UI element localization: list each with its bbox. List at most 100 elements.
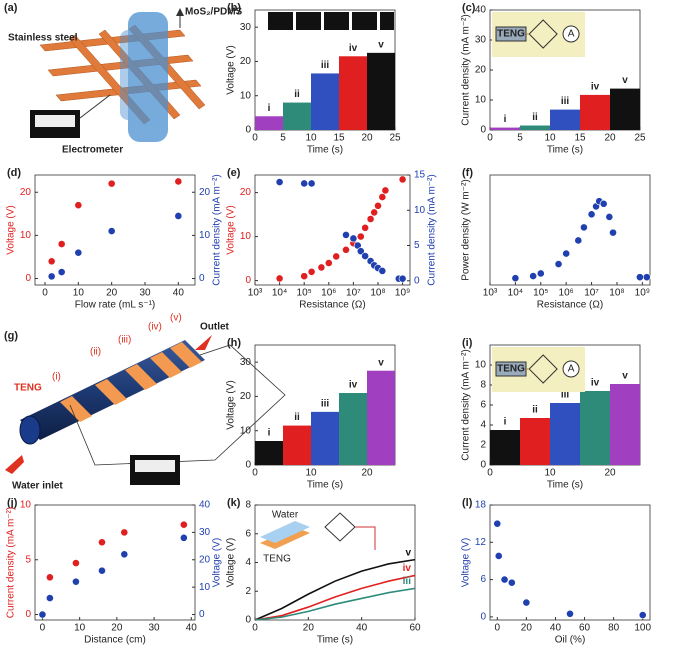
inset-label: A [568,364,575,375]
y-axis-label: Power density (W m⁻²) [461,179,472,280]
point [493,519,502,528]
point [587,210,596,219]
label: (v) [170,313,182,324]
x-tick-label: 60 [409,623,421,634]
x-tick-label: 10⁹ [395,288,410,299]
y-tick-label: 20 [20,187,32,198]
segment [283,425,311,465]
segment-label: iii [321,398,330,409]
panel-label: (f) [462,167,473,179]
x-tick-label: 0 [252,623,258,634]
y-tick-label: 2 [245,586,251,597]
point [566,609,574,618]
segment-label: i [504,114,507,125]
point [370,208,379,217]
point [536,269,545,278]
panel-label: (a) [4,2,18,14]
point [57,240,66,248]
segment [339,393,367,465]
diagram-a: (a) MoS₂/PDMS Stainless steel Electromet… [4,2,243,156]
x-axis-label: Time (s) [307,480,343,491]
panel-label: (k) [227,497,241,509]
point [179,520,188,529]
segment [367,370,395,465]
x-tick-label: 10³ [248,288,263,299]
x-tick-label: 0 [40,623,46,634]
x-tick-label: 0 [494,623,500,634]
segment-label: ii [532,112,538,123]
segment [520,418,550,465]
y-tick-label: 4 [480,420,486,431]
y2-axis-label: Voltage (V) [212,538,223,587]
x-tick-label: 10³ [483,288,498,299]
y-axis-label: Current density (mA m⁻²) [461,349,472,460]
x-tick-label: 0 [487,133,493,144]
x-axis-label: Time (s) [547,145,583,156]
label: (i) [52,372,61,383]
x-tick-label: 25 [389,133,401,144]
x-tick-label: 10⁹ [635,288,650,299]
y2-axis-label: Current density (mA m⁻²) [212,174,223,285]
x-tick-label: 20 [361,468,373,479]
x-tick-label: 10⁶ [321,288,336,299]
segment [339,56,367,130]
label: (iii) [118,335,131,346]
x-tick-label: 10 [73,288,85,299]
point [374,201,382,210]
point [72,577,80,586]
y-tick-label: 0 [480,460,486,471]
y-tick-label: 0 [245,275,251,286]
x-tick-label: 0 [487,468,493,479]
inset-water [260,521,310,543]
series-label: v [405,547,411,558]
panel-label: (h) [227,337,241,349]
plot-frame [34,504,196,621]
point [356,247,365,256]
bridge [528,19,558,49]
y-tick-label: 30 [240,357,252,368]
panel-label: (b) [227,2,241,14]
point [366,215,375,223]
panel-label: (d) [7,167,21,179]
point [342,231,350,239]
y-tick-label: 20 [240,56,252,67]
x-tick-label: 10 [544,468,556,479]
series-label: iii [403,576,412,587]
x-tick-label: 10⁵ [297,288,312,299]
y-axis-label: Current density (mA m⁻²) [461,14,472,125]
label: Water inlet [12,481,63,492]
x-tick-label: 10⁴ [272,288,287,299]
point [609,228,617,237]
inset-label: TENG [497,364,525,375]
point [398,175,407,184]
x-tick-label: 40 [356,623,368,634]
point [300,272,309,281]
point [554,260,563,268]
x-tick-label: 10⁷ [346,288,361,299]
point [324,259,333,267]
panel-label: (c) [462,2,476,14]
panel-label: (l) [462,497,473,509]
segment-label: v [378,39,384,50]
point [74,248,83,257]
panel-label: (i) [462,337,473,349]
point [120,550,129,559]
point [494,552,503,560]
point [511,274,520,283]
segment-label: iv [349,43,358,54]
segment-label: i [268,428,271,439]
x-tick-label: 20 [604,468,616,479]
y-tick-label: 10 [240,425,252,436]
point [378,193,387,201]
y-axis-label: Voltage (V) [6,205,17,254]
y-tick-label: 0 [245,460,251,471]
y-tick-label: 2 [480,440,486,451]
y2-tick-label: 10 [414,205,426,216]
x-tick-label: 40 [173,288,185,299]
x-tick-label: 10⁸ [370,288,385,299]
point [57,268,66,276]
wire [355,526,376,550]
segment [520,125,550,130]
panel: (f) 10³ 10⁴ 10⁵ 10⁶ 10⁷ 10⁸ 10⁹ Resistance (Ω) Po… [461,167,651,311]
